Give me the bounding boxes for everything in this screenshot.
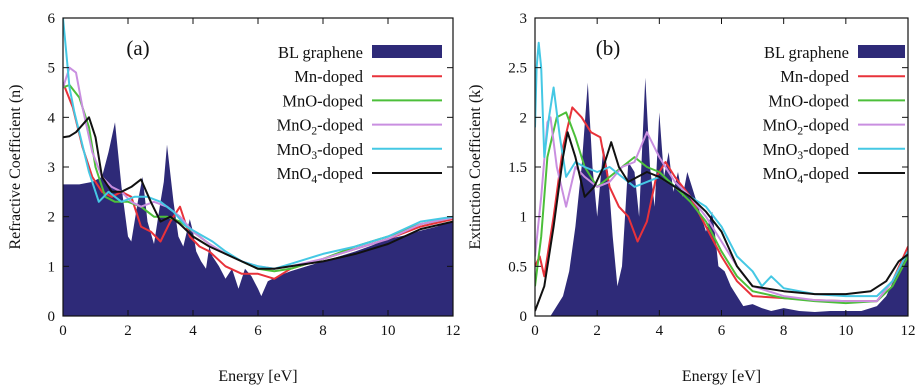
chart-panel-b: 0 2 4 6 8 10 12 0 0.5 1 1.5 2 2.5 3 Energy [eV] Extinct… [467, 11, 916, 385]
x-tick-label: 0 [531, 323, 539, 339]
x-tick-label: 12 [446, 323, 461, 339]
y-axis-label: Extinction Coefficient (k) [467, 85, 484, 250]
y-tick-label: 0.5 [508, 259, 527, 275]
legend-label-mn-doped: Mn-doped [294, 67, 363, 86]
series-area-bl-graphene [535, 77, 908, 316]
x-tick-label: 4 [189, 323, 197, 339]
panel-label: (a) [126, 36, 149, 60]
legend-label-bl-graphene: BL graphene [278, 43, 363, 62]
legend: BL grapheneMn-dopedMnO-dopedMnO2-dopedMn… [763, 43, 905, 186]
x-tick-label: 6 [254, 323, 262, 339]
legend-label-bl-graphene: BL graphene [764, 43, 849, 62]
legend-label-mn-doped: Mn-doped [780, 67, 849, 86]
legend-swatch-bl-graphene [372, 45, 442, 58]
legend-label-mno4-doped: MnO4-doped [277, 164, 364, 186]
y-axis-label: Refractive Coefficient (n) [7, 85, 24, 250]
x-tick-label: 8 [780, 323, 788, 339]
plot-area [535, 41, 908, 316]
legend-label-mno-doped: MnO-doped [768, 91, 849, 110]
panel-label: (b) [596, 36, 621, 60]
series-line-mno4-doped [63, 116, 453, 270]
x-tick-label: 10 [838, 323, 853, 339]
y-tick-label: 1 [48, 259, 56, 275]
series-line-mno2-doped [535, 116, 908, 303]
series-line-mno3-doped [63, 18, 453, 270]
x-axis-label: Energy [eV] [218, 368, 297, 385]
x-tick-label: 12 [901, 323, 916, 339]
y-tick-label: 2.5 [508, 61, 527, 77]
legend-swatch-bl-graphene [858, 45, 905, 58]
y-tick-label: 4 [48, 110, 56, 126]
y-tick-label: 3 [520, 11, 528, 27]
y-tick-label: 6 [48, 11, 56, 27]
y-tick-label: 3 [48, 160, 56, 176]
y-tick-label: 0 [48, 309, 56, 325]
legend-label-mno2-doped: MnO2-doped [277, 116, 364, 138]
legend-label-mno-doped: MnO-doped [282, 91, 363, 110]
series-line-mno4-doped [535, 131, 908, 312]
x-axis-label: Energy [eV] [682, 368, 761, 385]
x-tick-label: 10 [381, 323, 396, 339]
legend-label-mno4-doped: MnO4-doped [763, 164, 850, 186]
y-tick-label: 2 [520, 110, 528, 126]
series-area-bl-graphene [63, 122, 453, 316]
x-tick-label: 6 [718, 323, 726, 339]
series-line-mno2-doped [63, 66, 453, 270]
legend-label-mno3-doped: MnO3-doped [763, 140, 850, 162]
x-tick-label: 2 [593, 323, 601, 339]
y-tick-label: 1.5 [508, 160, 527, 176]
series-line-mno3-doped [535, 41, 908, 298]
y-tick-label: 1 [520, 210, 528, 226]
x-tick-label: 2 [124, 323, 132, 339]
x-tick-label: 8 [319, 323, 327, 339]
legend-label-mno3-doped: MnO3-doped [277, 140, 364, 162]
legend: BL grapheneMn-dopedMnO-dopedMnO2-dopedMn… [277, 43, 442, 186]
y-tick-label: 5 [48, 61, 56, 77]
y-tick-label: 2 [48, 210, 56, 226]
y-tick-label: 0 [520, 309, 528, 325]
x-tick-label: 4 [656, 323, 664, 339]
plot-area [63, 18, 453, 316]
x-tick-label: 0 [59, 323, 67, 339]
legend-label-mno2-doped: MnO2-doped [763, 116, 850, 138]
